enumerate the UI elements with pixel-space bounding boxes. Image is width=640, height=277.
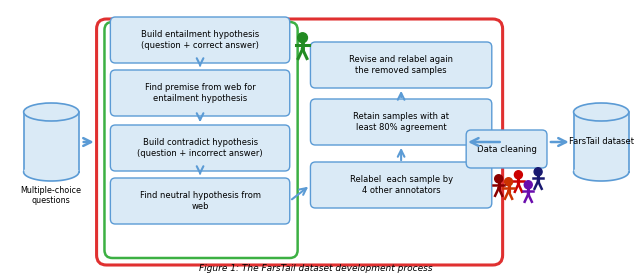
FancyBboxPatch shape [97, 19, 502, 265]
Text: FarsTail dataset: FarsTail dataset [569, 137, 634, 147]
FancyBboxPatch shape [310, 162, 492, 208]
Ellipse shape [573, 163, 628, 181]
Circle shape [515, 171, 522, 179]
FancyBboxPatch shape [110, 178, 290, 224]
FancyBboxPatch shape [310, 42, 492, 88]
Text: Revise and relabel again
the removed samples: Revise and relabel again the removed sam… [349, 55, 453, 75]
Text: Data cleaning: Data cleaning [477, 145, 536, 153]
Ellipse shape [573, 103, 628, 121]
Circle shape [534, 168, 542, 176]
Text: Find premise from web for
entailment hypothesis: Find premise from web for entailment hyp… [145, 83, 255, 103]
FancyBboxPatch shape [104, 22, 298, 258]
FancyBboxPatch shape [466, 130, 547, 168]
Text: Relabel  each sample by
4 other annotators: Relabel each sample by 4 other annotator… [349, 175, 452, 195]
Bar [24, 112, 79, 172]
FancyBboxPatch shape [310, 99, 492, 145]
Circle shape [524, 181, 532, 189]
Text: Retain samples with at
least 80% agreement: Retain samples with at least 80% agreeme… [353, 112, 449, 132]
Text: Figure 1: The FarsTail dataset development process: Figure 1: The FarsTail dataset developme… [198, 264, 432, 273]
Text: Find neutral hypothesis from
web: Find neutral hypothesis from web [140, 191, 260, 211]
Text: Build contradict hypothesis
(question + incorrect answer): Build contradict hypothesis (question + … [137, 138, 263, 158]
Text: Multiple-choice
questions: Multiple-choice questions [20, 186, 82, 206]
Circle shape [298, 33, 307, 43]
Circle shape [495, 175, 502, 183]
Text: Build entailment hypothesis
(question + correct answer): Build entailment hypothesis (question + … [141, 30, 259, 50]
Circle shape [504, 178, 513, 186]
Bar [573, 112, 628, 172]
FancyBboxPatch shape [110, 17, 290, 63]
FancyBboxPatch shape [110, 125, 290, 171]
FancyBboxPatch shape [110, 70, 290, 116]
Ellipse shape [24, 103, 79, 121]
Ellipse shape [24, 163, 79, 181]
